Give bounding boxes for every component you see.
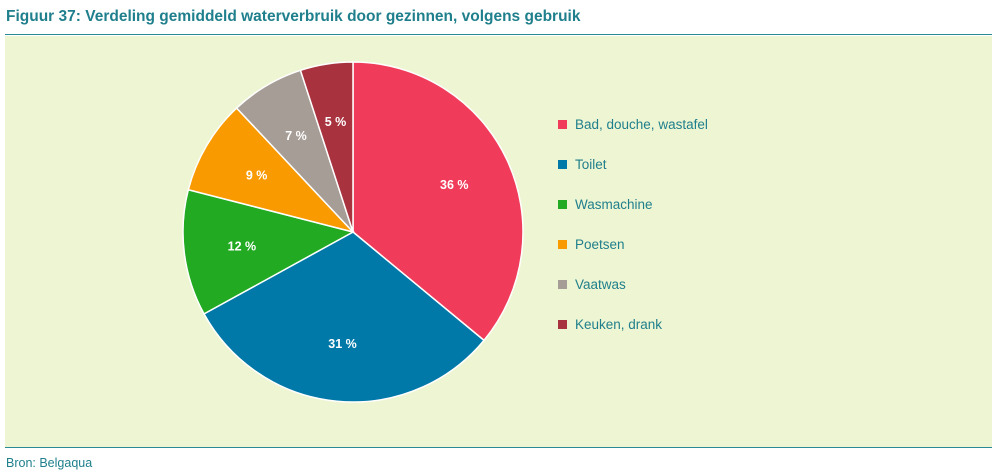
slice-value-label-1: 36 % [440, 178, 469, 192]
legend-swatch [558, 119, 567, 129]
legend-label: Bad, douche, wastafel [575, 116, 708, 132]
pie-slice-4 [187, 107, 356, 234]
legend-swatch [558, 319, 567, 329]
legend-swatch [558, 199, 567, 209]
slice-value-label-5: 7 % [285, 129, 307, 143]
legend-label: Wasmachine [575, 196, 653, 212]
pie-slice-2 [203, 231, 486, 403]
slice-value-label-6: 5 % [325, 115, 347, 129]
bottom-divider [5, 447, 992, 448]
legend-item-3: Wasmachine [558, 194, 708, 214]
legend-swatch [558, 159, 567, 169]
legend-label: Poetsen [575, 236, 625, 252]
source-note: Bron: Belgaqua [6, 456, 93, 470]
legend-label: Vaatwas [575, 276, 626, 292]
chart-title: Figuur 37: Verdeling gemiddeld waterverb… [6, 8, 581, 25]
pie-slice-6 [299, 61, 354, 233]
slice-value-label-2: 31 % [328, 337, 357, 351]
legend-label: Toilet [575, 156, 607, 172]
legend-item-5: Vaatwas [558, 274, 708, 294]
legend-item-2: Toilet [558, 154, 708, 174]
legend-item-4: Poetsen [558, 234, 708, 254]
pie-slice-1 [352, 61, 524, 342]
slice-value-label-4: 9 % [246, 169, 268, 183]
legend-item-1: Bad, douche, wastafel [558, 114, 708, 134]
chart-legend: Bad, douche, wastafel Toilet Wasmachine Poe… [558, 114, 708, 354]
legend-label: Keuken, drank [575, 316, 663, 332]
legend-item-6: Keuken, drank [558, 314, 708, 334]
legend-swatch [558, 279, 567, 289]
legend-swatch [558, 239, 567, 249]
pie-slice-3 [182, 188, 356, 315]
top-divider [5, 34, 992, 35]
slice-value-label-3: 12 % [228, 240, 257, 254]
